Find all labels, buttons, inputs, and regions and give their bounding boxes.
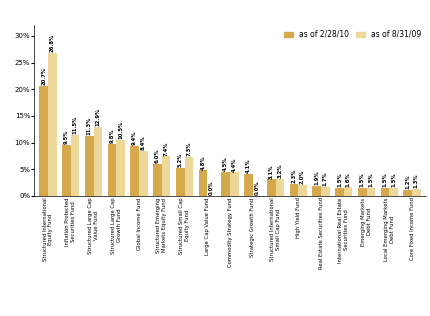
Text: 9.8%: 9.8%: [110, 128, 114, 143]
Text: 0.0%: 0.0%: [255, 181, 260, 195]
Bar: [71, 135, 80, 196]
Text: 20.7%: 20.7%: [41, 67, 46, 85]
Text: 4.8%: 4.8%: [200, 155, 206, 169]
Bar: [48, 53, 57, 196]
Text: 4.1%: 4.1%: [246, 159, 251, 173]
Text: 1.9%: 1.9%: [314, 170, 319, 185]
Legend: as of 2/28/10, as of 8/31/09: as of 2/28/10, as of 8/31/09: [283, 29, 422, 40]
Bar: [62, 145, 71, 196]
Text: 7.3%: 7.3%: [186, 142, 191, 156]
Text: 4.4%: 4.4%: [232, 157, 237, 172]
Text: 1.7%: 1.7%: [323, 171, 328, 186]
Bar: [335, 188, 344, 196]
Bar: [298, 185, 307, 196]
Bar: [358, 188, 366, 196]
Bar: [290, 184, 298, 196]
Bar: [116, 140, 125, 196]
Bar: [221, 172, 230, 196]
Text: 1.5%: 1.5%: [360, 173, 365, 187]
Text: 10.5%: 10.5%: [118, 121, 123, 139]
Text: 0.0%: 0.0%: [209, 181, 214, 195]
Text: 5.2%: 5.2%: [178, 153, 183, 167]
Bar: [230, 173, 239, 196]
Bar: [381, 188, 389, 196]
Text: 1.6%: 1.6%: [346, 172, 350, 186]
Bar: [321, 187, 330, 196]
Bar: [40, 86, 48, 196]
Bar: [313, 186, 321, 196]
Text: 26.8%: 26.8%: [50, 34, 55, 52]
Text: 1.5%: 1.5%: [391, 173, 396, 187]
Bar: [94, 127, 102, 196]
Text: 1.2%: 1.2%: [405, 174, 410, 189]
Bar: [130, 146, 139, 196]
Bar: [199, 170, 207, 196]
Text: 11.5%: 11.5%: [73, 115, 78, 134]
Text: 11.3%: 11.3%: [87, 117, 92, 135]
Bar: [139, 151, 147, 196]
Bar: [184, 157, 193, 196]
Bar: [344, 187, 353, 196]
Bar: [85, 136, 94, 196]
Text: 1.5%: 1.5%: [369, 173, 373, 187]
Text: 6.0%: 6.0%: [155, 149, 160, 163]
Text: 9.5%: 9.5%: [64, 130, 69, 144]
Text: 1.5%: 1.5%: [382, 173, 387, 187]
Bar: [244, 174, 253, 196]
Text: 9.4%: 9.4%: [132, 131, 137, 145]
Bar: [389, 188, 398, 196]
Text: 2.0%: 2.0%: [300, 170, 305, 185]
Text: 1.3%: 1.3%: [414, 173, 419, 188]
Bar: [267, 179, 276, 196]
Text: 3.2%: 3.2%: [277, 164, 283, 178]
Bar: [412, 189, 421, 196]
Bar: [162, 156, 170, 196]
Text: 7.4%: 7.4%: [164, 141, 169, 156]
Bar: [403, 190, 412, 196]
Text: 2.3%: 2.3%: [292, 168, 296, 183]
Text: 1.5%: 1.5%: [337, 173, 342, 187]
Text: 4.5%: 4.5%: [223, 157, 228, 171]
Bar: [276, 179, 284, 196]
Bar: [176, 168, 184, 196]
Text: 8.4%: 8.4%: [141, 136, 146, 150]
Bar: [153, 164, 162, 196]
Bar: [366, 188, 375, 196]
Text: 12.9%: 12.9%: [95, 108, 100, 126]
Text: 3.1%: 3.1%: [269, 164, 274, 179]
Bar: [108, 144, 116, 196]
